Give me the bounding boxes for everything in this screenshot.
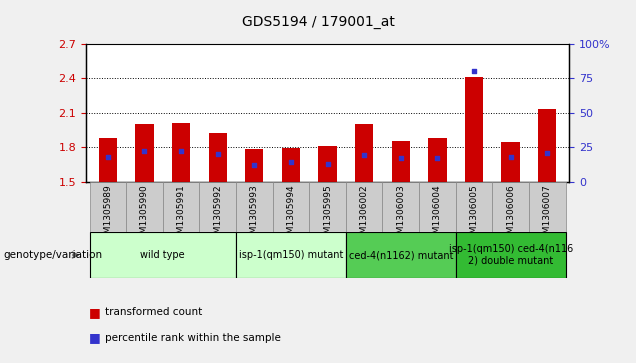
Text: isp-1(qm150) mutant: isp-1(qm150) mutant — [238, 250, 343, 260]
Point — [176, 148, 186, 154]
Bar — [163, 182, 199, 232]
Point — [469, 68, 479, 74]
Point — [396, 155, 406, 161]
Text: GSM1306007: GSM1306007 — [543, 184, 552, 245]
Bar — [346, 232, 456, 278]
Text: GSM1305994: GSM1305994 — [286, 184, 295, 245]
Bar — [209, 133, 227, 182]
Bar — [199, 182, 236, 232]
Bar — [236, 232, 346, 278]
Text: GSM1306004: GSM1306004 — [433, 184, 442, 245]
Text: GSM1306006: GSM1306006 — [506, 184, 515, 245]
Bar — [90, 232, 236, 278]
Text: GSM1305995: GSM1305995 — [323, 184, 332, 245]
Text: transformed count: transformed count — [105, 307, 202, 317]
Bar — [126, 182, 163, 232]
Text: ■: ■ — [89, 306, 100, 319]
Bar — [355, 124, 373, 182]
Bar — [99, 138, 117, 182]
Text: GSM1305989: GSM1305989 — [103, 184, 113, 245]
Text: GSM1305991: GSM1305991 — [177, 184, 186, 245]
Bar — [273, 182, 309, 232]
Text: GDS5194 / 179001_at: GDS5194 / 179001_at — [242, 15, 394, 29]
Text: wild type: wild type — [141, 250, 185, 260]
Point — [359, 152, 370, 158]
Point — [103, 154, 113, 160]
Bar — [382, 182, 419, 232]
Point — [322, 161, 333, 167]
Text: percentile rank within the sample: percentile rank within the sample — [105, 333, 281, 343]
Bar — [492, 182, 529, 232]
Point — [432, 155, 443, 161]
Bar — [319, 146, 336, 182]
Bar — [529, 182, 565, 232]
Point — [506, 154, 516, 160]
Text: GSM1305992: GSM1305992 — [213, 184, 222, 245]
Bar — [465, 77, 483, 182]
Bar — [172, 123, 190, 182]
Point — [139, 148, 149, 154]
Bar — [538, 109, 556, 182]
Bar — [428, 138, 446, 182]
Point — [212, 151, 223, 157]
Text: GSM1306002: GSM1306002 — [360, 184, 369, 245]
Bar — [346, 182, 382, 232]
Bar — [456, 182, 492, 232]
Bar — [501, 142, 520, 182]
Bar — [456, 232, 565, 278]
Point — [542, 150, 552, 155]
Bar — [282, 148, 300, 182]
Text: genotype/variation: genotype/variation — [3, 250, 102, 260]
Text: isp-1(qm150) ced-4(n116
2) double mutant: isp-1(qm150) ced-4(n116 2) double mutant — [448, 244, 573, 266]
Text: GSM1306003: GSM1306003 — [396, 184, 405, 245]
Point — [286, 159, 296, 165]
Bar — [90, 182, 126, 232]
Text: GSM1306005: GSM1306005 — [469, 184, 478, 245]
Text: ced-4(n1162) mutant: ced-4(n1162) mutant — [349, 250, 453, 260]
Text: ■: ■ — [89, 331, 100, 344]
Bar — [236, 182, 273, 232]
Point — [249, 162, 259, 168]
Bar — [245, 149, 263, 182]
Text: GSM1305990: GSM1305990 — [140, 184, 149, 245]
Bar — [309, 182, 346, 232]
Bar — [135, 124, 154, 182]
Text: GSM1305993: GSM1305993 — [250, 184, 259, 245]
Bar — [392, 141, 410, 182]
Bar — [419, 182, 456, 232]
